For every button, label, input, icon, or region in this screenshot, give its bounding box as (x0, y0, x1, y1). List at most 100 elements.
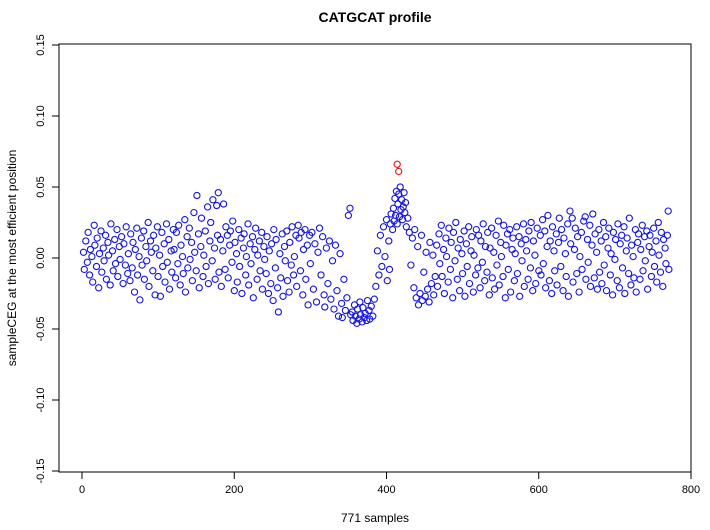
data-point (401, 198, 410, 207)
data-point (373, 247, 382, 255)
data-point (121, 261, 130, 269)
data-point (470, 251, 478, 259)
data-point (449, 228, 458, 237)
data-point (559, 287, 567, 295)
data-point (388, 225, 397, 234)
data-point (613, 277, 621, 285)
data-point (426, 238, 434, 247)
data-point (84, 228, 92, 237)
data-point (356, 298, 364, 306)
data-point (299, 245, 308, 254)
data-point (381, 252, 389, 261)
data-point (468, 233, 476, 241)
data-point (379, 223, 388, 231)
data-point (444, 278, 452, 286)
data-point (199, 272, 207, 281)
data-point (486, 244, 494, 252)
data-point (608, 291, 617, 299)
data-point (614, 220, 622, 228)
data-point (465, 223, 473, 231)
data-point (622, 247, 630, 255)
data-point (647, 272, 656, 281)
data-point (145, 282, 153, 291)
data-point (592, 248, 601, 256)
data-point (454, 244, 462, 252)
data-point (564, 292, 573, 300)
data-point (251, 224, 260, 232)
data-point (219, 247, 227, 255)
data-point (185, 224, 193, 232)
data-point (659, 282, 667, 291)
data-point (277, 274, 285, 282)
data-point (163, 258, 171, 266)
data-point (462, 240, 471, 248)
data-point (226, 227, 235, 235)
data-point (296, 267, 305, 275)
data-point (535, 267, 543, 275)
data-point (158, 228, 166, 237)
data-point (435, 230, 443, 238)
data-point (447, 238, 455, 247)
data-point (144, 218, 152, 227)
data-point (529, 287, 537, 295)
data-point (219, 200, 228, 208)
data-point (353, 319, 361, 327)
data-point (429, 251, 437, 259)
data-point (391, 194, 399, 203)
data-point (554, 238, 563, 247)
data-point (451, 257, 459, 265)
data-point (283, 277, 292, 285)
data-point (192, 267, 200, 275)
data-point (385, 237, 393, 245)
data-point (474, 264, 482, 272)
data-point (244, 220, 252, 228)
data-point (436, 260, 444, 268)
data-point (308, 228, 316, 237)
y-tick-label: -0.15 (35, 458, 47, 483)
data-point (636, 275, 644, 283)
data-point (95, 250, 104, 258)
data-point (595, 268, 604, 276)
data-point (375, 271, 383, 279)
data-point (618, 264, 627, 272)
data-point (314, 248, 322, 256)
data-point (650, 224, 658, 232)
data-point (446, 265, 455, 274)
data-point (471, 271, 480, 279)
data-point (593, 285, 602, 293)
data-point (99, 244, 107, 252)
data-point (431, 272, 439, 281)
data-point (414, 242, 422, 251)
data-point (128, 264, 136, 272)
data-point (91, 241, 99, 249)
data-point (184, 264, 192, 272)
data-point (529, 237, 538, 245)
data-point (442, 234, 450, 242)
data-point (238, 289, 246, 298)
data-point (172, 228, 181, 237)
data-point (197, 214, 206, 222)
data-point (239, 244, 248, 252)
data-point (363, 296, 372, 305)
data-point (408, 234, 417, 242)
data-point (116, 255, 124, 264)
data-point (168, 268, 176, 276)
data-point (333, 287, 341, 295)
data-point (541, 284, 550, 292)
data-point (223, 231, 232, 239)
data-point (389, 204, 398, 212)
data-point (302, 275, 310, 283)
data-point (417, 231, 426, 239)
data-point (88, 252, 96, 261)
data-point (402, 223, 410, 231)
data-point (458, 269, 467, 278)
data-point (174, 260, 182, 268)
chart-title: CATGCAT profile (318, 9, 432, 25)
data-point (85, 271, 94, 279)
data-point (458, 250, 466, 258)
data-point (188, 277, 197, 285)
data-point (261, 255, 269, 264)
data-point (657, 228, 665, 237)
data-point (260, 242, 268, 251)
data-point (213, 201, 221, 210)
